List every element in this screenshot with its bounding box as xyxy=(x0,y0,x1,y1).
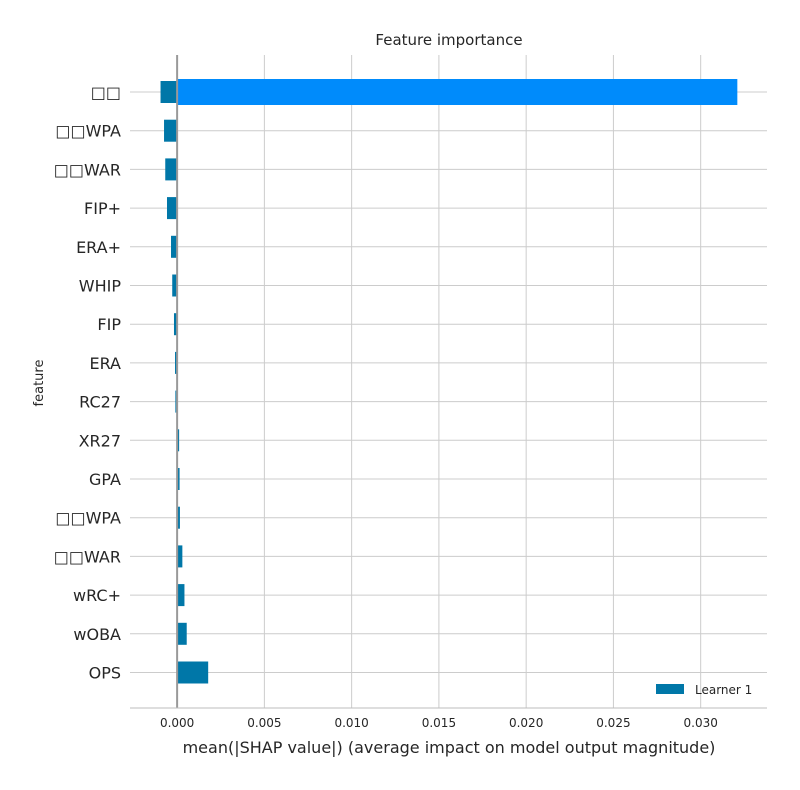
y-tick-label: □□WAR xyxy=(54,160,121,179)
y-tick-label: GPA xyxy=(89,470,121,489)
x-tick-label: 0.000 xyxy=(160,716,194,730)
y-tick-label: wOBA xyxy=(73,625,121,644)
legend-swatch xyxy=(656,684,684,694)
y-tick-label: wRC+ xyxy=(73,586,121,605)
bar-learner-1 xyxy=(160,81,178,103)
x-tick-label: 0.010 xyxy=(334,716,368,730)
y-tick-label: □□WPA xyxy=(55,122,121,141)
bar-learner-1 xyxy=(166,197,178,220)
chart-title: Feature importance xyxy=(375,31,522,49)
x-tick-label: 0.015 xyxy=(422,716,456,730)
bar-learner-1 xyxy=(171,235,178,258)
labels-layer: 0.000 0.005 0.010 0.015 0.020 0.025 0.030 □□ □□W… xyxy=(54,83,718,730)
legend-label: Learner 1 xyxy=(695,683,752,697)
y-tick-label: ERA+ xyxy=(76,238,121,257)
bar-learner-1 xyxy=(177,545,183,568)
y-tick-label: □□WPA xyxy=(55,509,121,528)
bar-highlight xyxy=(177,79,738,105)
y-tick-label: FIP+ xyxy=(84,199,121,218)
bar-learner-1 xyxy=(165,158,178,181)
y-axis-label: feature xyxy=(32,360,47,407)
y-tick-label: ERA xyxy=(89,354,121,373)
bar-learner-1 xyxy=(177,468,180,490)
x-tick-label: 0.030 xyxy=(684,716,718,730)
y-tick-label: OPS xyxy=(89,664,121,683)
bar-learner-1 xyxy=(177,506,180,529)
y-tick-label: □□ xyxy=(91,83,121,102)
bar-learner-1 xyxy=(177,622,187,645)
y-tick-label: □□WAR xyxy=(54,547,121,566)
bar-learner-1 xyxy=(173,313,178,336)
bar-learner-1 xyxy=(175,351,178,374)
bar-learner-1 xyxy=(164,119,178,142)
y-tick-label: RC27 xyxy=(79,393,121,412)
y-tick-label: XR27 xyxy=(79,431,121,450)
axes-layer xyxy=(130,55,767,709)
legend: Learner 1 xyxy=(656,683,752,697)
bar-learner-1 xyxy=(177,584,185,607)
bar-learner-1 xyxy=(177,661,209,684)
y-tick-label: FIP xyxy=(97,315,121,334)
x-tick-label: 0.005 xyxy=(247,716,281,730)
x-axis-label: mean(|SHAP value|) (average impact on mo… xyxy=(183,738,716,757)
x-tick-label: 0.025 xyxy=(596,716,630,730)
y-tick-label: WHIP xyxy=(79,277,122,296)
bar-learner-1 xyxy=(172,274,178,297)
x-tick-label: 0.020 xyxy=(509,716,543,730)
bars-layer xyxy=(160,79,738,684)
grid-layer xyxy=(130,55,767,708)
